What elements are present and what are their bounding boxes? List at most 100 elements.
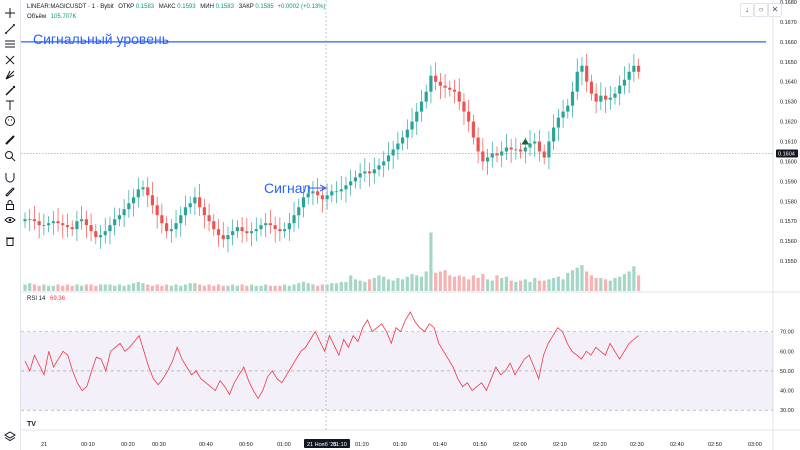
candle-body: [429, 75, 433, 92]
ohlc-low-label: МИН: [200, 4, 214, 10]
candle-body: [485, 157, 490, 162]
candle-body: [452, 89, 457, 92]
candle-body: [589, 81, 593, 94]
volume-bar: [330, 283, 334, 291]
zoom-in-icon[interactable]: [3, 149, 17, 163]
volume-bar: [231, 284, 235, 291]
candle-body: [75, 221, 79, 230]
candle-body: [481, 151, 485, 162]
time-tick-label: 02:00: [513, 442, 527, 448]
candle-body: [632, 65, 636, 72]
volume-bar: [259, 285, 263, 291]
crosshair-time-badge: [304, 439, 350, 448]
horizontal-lines-icon[interactable]: [3, 37, 17, 51]
text-icon[interactable]: [3, 98, 17, 112]
candle-body: [504, 147, 509, 152]
volume-bar: [108, 284, 112, 291]
candle-body: [618, 85, 622, 94]
candle-body: [127, 203, 131, 210]
eye-icon[interactable]: [3, 213, 17, 227]
time-tick-label: 01:50: [473, 442, 487, 448]
candle-body: [207, 215, 211, 222]
current-price-badge: [776, 149, 798, 158]
crosshair-date-label: 21 Нояб '25: [307, 442, 337, 448]
candle-body: [84, 219, 88, 226]
volume-bar: [103, 284, 107, 291]
price-tick-label: 0.1580: [780, 199, 797, 205]
ruler-icon[interactable]: [3, 133, 17, 147]
volume-bar: [391, 280, 395, 291]
ohlc-open-label: ОТКР: [118, 4, 135, 10]
volume-bar: [471, 275, 475, 291]
candle-body: [37, 221, 41, 226]
volume-bar: [462, 276, 466, 291]
volume-bar: [202, 285, 206, 291]
volume-bar: [117, 284, 121, 291]
volume-bar: [613, 278, 617, 291]
arrow-down-button[interactable]: ↓: [740, 3, 754, 17]
volume-bar: [136, 281, 140, 291]
layers-icon[interactable]: [3, 429, 17, 443]
candle-body: [353, 177, 357, 182]
price-chart[interactable]: 0.1680 0.1670 0.1660 0.1650 0.1640 0.1630 0.16…: [21, 0, 800, 450]
candle-body: [419, 101, 424, 112]
volume-bar: [23, 284, 27, 291]
volume-bar: [547, 279, 551, 291]
volume-bar: [297, 283, 301, 291]
volume-bar: [353, 279, 357, 291]
candle-body: [212, 221, 216, 230]
volume-bar: [386, 279, 391, 291]
pitchfork-icon[interactable]: [3, 53, 17, 67]
candle-body: [169, 229, 173, 232]
close-button[interactable]: ✕: [768, 3, 782, 17]
candle-body: [382, 161, 386, 166]
rsi-tick-label: 60.00: [780, 349, 794, 355]
volume-bar: [325, 284, 329, 291]
candle-body: [542, 151, 546, 158]
rsi-header: RSI 14 69.36: [27, 296, 65, 302]
volume-bar: [358, 280, 362, 291]
gann-fan-icon[interactable]: [3, 68, 17, 82]
candle-body: [117, 215, 121, 220]
volume-bar: [566, 272, 570, 291]
candle-body: [165, 223, 169, 232]
volume-bar: [443, 270, 447, 291]
candle-body: [556, 117, 560, 128]
candle-body: [108, 225, 112, 232]
brush-icon[interactable]: [3, 84, 17, 98]
lock-icon[interactable]: [3, 198, 17, 212]
emoji-icon[interactable]: [3, 114, 17, 128]
price-tick-label: 0.1630: [780, 100, 797, 106]
magnet-icon[interactable]: [3, 170, 17, 184]
candle-body: [594, 93, 598, 102]
candle-body: [514, 149, 518, 151]
rsi-label[interactable]: RSI 14: [27, 296, 46, 302]
volume-bar: [301, 281, 306, 291]
price-tick-label: 0.1650: [780, 60, 797, 66]
candle-body: [476, 137, 480, 152]
trend-line-icon[interactable]: [3, 22, 17, 36]
volume-bar: [150, 285, 155, 291]
trash-icon[interactable]: [3, 234, 17, 248]
volume-bar: [599, 278, 603, 291]
candle-body: [226, 235, 230, 240]
candle-body: [202, 207, 206, 216]
hide-button[interactable]: ○: [754, 3, 768, 17]
symbol-title[interactable]: LINEAR:MAGICUSDT · 1 · Bybit: [27, 4, 114, 10]
pencil-lock-icon[interactable]: [3, 184, 17, 198]
price-tick-label: 0.1600: [780, 159, 797, 165]
candle-body: [231, 231, 235, 236]
volume-bar: [37, 285, 41, 291]
candle-body: [51, 221, 55, 224]
candle-body: [23, 219, 27, 222]
signal-annotation[interactable]: Сигнал: [264, 180, 311, 196]
candle-body: [240, 227, 244, 232]
current-price-label: 0.1604: [778, 151, 795, 157]
volume-bar: [221, 285, 225, 291]
volume-bar: [533, 278, 537, 291]
candle-body: [146, 187, 150, 196]
volume-bar: [226, 285, 230, 291]
signal-level-annotation[interactable]: Сигнальный уровень: [33, 31, 170, 47]
volume-bar: [382, 276, 386, 291]
crosshair-icon[interactable]: [3, 6, 17, 20]
